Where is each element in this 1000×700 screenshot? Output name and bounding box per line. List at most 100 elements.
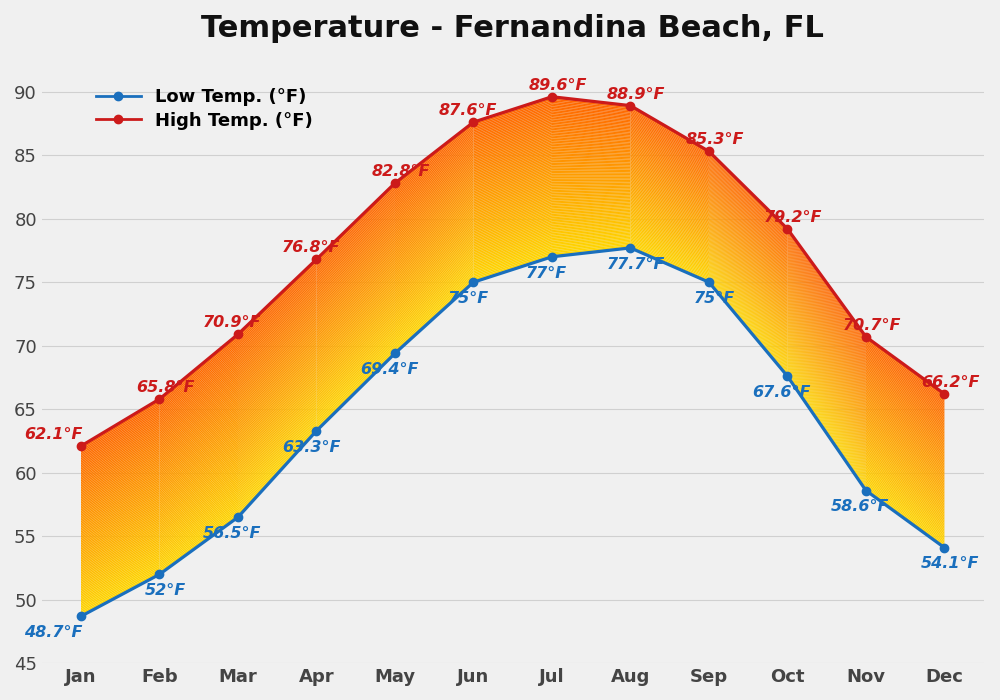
Polygon shape xyxy=(630,118,709,164)
Polygon shape xyxy=(159,340,238,406)
Polygon shape xyxy=(159,453,238,514)
Polygon shape xyxy=(630,181,709,222)
Text: 52°F: 52°F xyxy=(144,583,186,598)
Polygon shape xyxy=(709,178,787,261)
Polygon shape xyxy=(866,374,944,433)
Polygon shape xyxy=(159,413,238,476)
Polygon shape xyxy=(787,262,866,374)
Polygon shape xyxy=(395,181,473,248)
Polygon shape xyxy=(552,190,630,193)
Polygon shape xyxy=(238,331,316,413)
Polygon shape xyxy=(787,295,866,407)
Polygon shape xyxy=(473,253,552,281)
Low Temp. (°F) xyxy=(75,612,87,620)
Polygon shape xyxy=(787,369,866,484)
Polygon shape xyxy=(630,223,709,260)
Polygon shape xyxy=(238,349,316,431)
Polygon shape xyxy=(630,235,709,272)
Polygon shape xyxy=(552,246,630,257)
Polygon shape xyxy=(552,231,630,239)
Polygon shape xyxy=(238,288,316,368)
Polygon shape xyxy=(81,499,159,545)
Polygon shape xyxy=(866,487,944,546)
Polygon shape xyxy=(787,363,866,478)
Polygon shape xyxy=(552,162,630,165)
Polygon shape xyxy=(395,154,473,219)
Polygon shape xyxy=(238,280,316,358)
Polygon shape xyxy=(473,233,552,260)
Polygon shape xyxy=(866,415,944,474)
Polygon shape xyxy=(866,384,944,443)
Polygon shape xyxy=(81,480,159,526)
Polygon shape xyxy=(316,275,395,354)
Polygon shape xyxy=(709,268,787,361)
Polygon shape xyxy=(81,548,159,592)
Polygon shape xyxy=(395,125,473,188)
Polygon shape xyxy=(630,194,709,234)
Polygon shape xyxy=(395,132,473,195)
Polygon shape xyxy=(316,335,395,414)
Polygon shape xyxy=(81,419,159,466)
Polygon shape xyxy=(395,130,473,193)
Polygon shape xyxy=(552,144,630,148)
Polygon shape xyxy=(552,166,630,168)
Text: 54.1°F: 54.1°F xyxy=(921,556,979,571)
Polygon shape xyxy=(866,423,944,482)
Polygon shape xyxy=(316,244,395,323)
Polygon shape xyxy=(395,202,473,270)
Polygon shape xyxy=(866,437,944,496)
Polygon shape xyxy=(159,351,238,416)
Polygon shape xyxy=(316,284,395,362)
Polygon shape xyxy=(316,338,395,417)
Polygon shape xyxy=(395,250,473,321)
Polygon shape xyxy=(630,246,709,282)
Polygon shape xyxy=(159,440,238,503)
Polygon shape xyxy=(316,183,395,261)
Polygon shape xyxy=(709,201,787,286)
Polygon shape xyxy=(238,372,316,457)
Polygon shape xyxy=(316,331,395,410)
Polygon shape xyxy=(238,344,316,426)
Polygon shape xyxy=(395,174,473,239)
Polygon shape xyxy=(630,171,709,213)
Polygon shape xyxy=(709,281,787,376)
Polygon shape xyxy=(316,239,395,318)
Polygon shape xyxy=(552,237,630,246)
Polygon shape xyxy=(709,181,787,264)
Polygon shape xyxy=(316,307,395,386)
Polygon shape xyxy=(709,167,787,248)
Polygon shape xyxy=(238,421,316,508)
Polygon shape xyxy=(630,180,709,220)
Polygon shape xyxy=(866,478,944,537)
Polygon shape xyxy=(630,127,709,172)
Polygon shape xyxy=(316,192,395,270)
Polygon shape xyxy=(552,232,630,241)
Polygon shape xyxy=(709,222,787,310)
Polygon shape xyxy=(395,124,473,186)
Polygon shape xyxy=(395,175,473,241)
Polygon shape xyxy=(316,321,395,400)
Polygon shape xyxy=(316,276,395,356)
Polygon shape xyxy=(238,275,316,353)
Polygon shape xyxy=(316,231,395,309)
Polygon shape xyxy=(159,336,238,402)
Polygon shape xyxy=(552,175,630,177)
Polygon shape xyxy=(159,389,238,454)
Polygon shape xyxy=(395,204,473,272)
Polygon shape xyxy=(316,323,395,402)
Polygon shape xyxy=(473,135,552,162)
Polygon shape xyxy=(316,204,395,281)
Polygon shape xyxy=(238,393,316,479)
Polygon shape xyxy=(473,119,552,146)
Polygon shape xyxy=(787,366,866,482)
Polygon shape xyxy=(238,337,316,419)
Polygon shape xyxy=(552,187,630,190)
Polygon shape xyxy=(552,158,630,161)
Polygon shape xyxy=(866,346,944,405)
Polygon shape xyxy=(630,167,709,209)
Polygon shape xyxy=(709,192,787,276)
High Temp. (°F) xyxy=(781,225,793,233)
Polygon shape xyxy=(238,383,316,468)
Polygon shape xyxy=(473,207,552,234)
Polygon shape xyxy=(866,466,944,524)
